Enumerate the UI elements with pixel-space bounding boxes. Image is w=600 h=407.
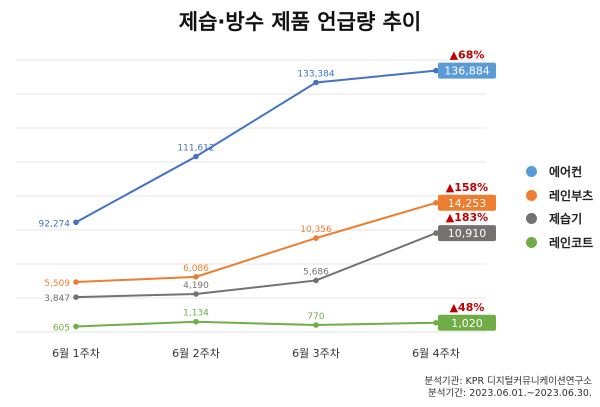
data-label: 111,612 xyxy=(177,144,214,154)
legend-swatch xyxy=(526,166,537,178)
source-agency: 분석기관: KPR 디지털커뮤니케이션연구소 xyxy=(424,376,592,387)
data-point xyxy=(193,291,199,297)
data-label: 6,086 xyxy=(183,264,209,274)
data-label: 5,686 xyxy=(303,267,329,277)
data-point xyxy=(193,318,199,325)
x-tick-label: 6월 4주차 xyxy=(412,347,460,360)
x-tick-label: 6월 1주차 xyxy=(52,347,100,360)
data-point xyxy=(193,274,199,280)
x-tick-label: 6월 3주차 xyxy=(292,347,340,360)
data-point xyxy=(73,294,79,300)
source-note: 분석기관: KPR 디지털커뮤니케이션연구소 분석기간: 2023.06.01.… xyxy=(424,376,592,400)
legend-label: 제습기 xyxy=(549,212,583,227)
legend-item: 레인부츠 xyxy=(526,184,593,208)
data-label: 136,884 xyxy=(444,65,490,78)
data-point xyxy=(433,230,439,236)
value-box xyxy=(438,314,496,331)
legend-label: 에어컨 xyxy=(549,165,583,180)
data-point xyxy=(73,323,79,330)
legend-swatch xyxy=(526,189,537,201)
data-label: 10,356 xyxy=(300,225,332,235)
data-point xyxy=(313,322,319,328)
data-label: 10,910 xyxy=(448,227,487,240)
change-label: ▲68% xyxy=(450,49,485,62)
value-box xyxy=(438,194,496,211)
series-line xyxy=(75,201,437,284)
data-label: 14,253 xyxy=(448,197,487,210)
legend-label: 레인코트 xyxy=(549,235,594,250)
chart-title: 제습·방수 제품 언급량 추이 xyxy=(178,10,422,34)
data-label: 1,020 xyxy=(451,317,483,330)
legend-swatch xyxy=(526,213,537,225)
data-point xyxy=(433,199,439,206)
x-tick-label: 6월 2주차 xyxy=(172,347,220,360)
series-line xyxy=(75,320,437,328)
data-label: 92,274 xyxy=(39,219,71,229)
data-label: 1,134 xyxy=(183,309,209,319)
legend-item: 제습기 xyxy=(526,207,593,231)
data-label: 4,190 xyxy=(183,281,209,291)
data-point xyxy=(313,235,319,241)
change-label: ▲48% xyxy=(450,301,485,314)
data-label: 5,509 xyxy=(44,279,70,289)
series-line xyxy=(75,232,437,299)
legend-swatch xyxy=(526,236,537,248)
data-label: 605 xyxy=(53,324,70,334)
data-label: 133,384 xyxy=(297,69,334,79)
value-box xyxy=(438,62,496,79)
data-label: 3,847 xyxy=(44,294,70,304)
legend-item: 레인코트 xyxy=(526,231,593,255)
series-line xyxy=(75,69,437,224)
change-label: ▲158% xyxy=(446,181,488,194)
data-point xyxy=(73,279,79,285)
data-point xyxy=(433,319,439,326)
change-label: ▲183% xyxy=(446,211,488,224)
data-point xyxy=(73,219,79,226)
legend-label: 레인부츠 xyxy=(549,188,594,203)
data-point xyxy=(313,277,319,284)
data-point xyxy=(313,79,319,86)
value-box xyxy=(438,225,496,242)
data-point xyxy=(193,153,199,160)
data-label: 770 xyxy=(307,312,324,322)
data-point xyxy=(433,67,439,74)
source-period: 분석기간: 2023.06.01.~2023.06.30. xyxy=(428,388,592,399)
legend-item: 에어컨 xyxy=(526,160,593,184)
